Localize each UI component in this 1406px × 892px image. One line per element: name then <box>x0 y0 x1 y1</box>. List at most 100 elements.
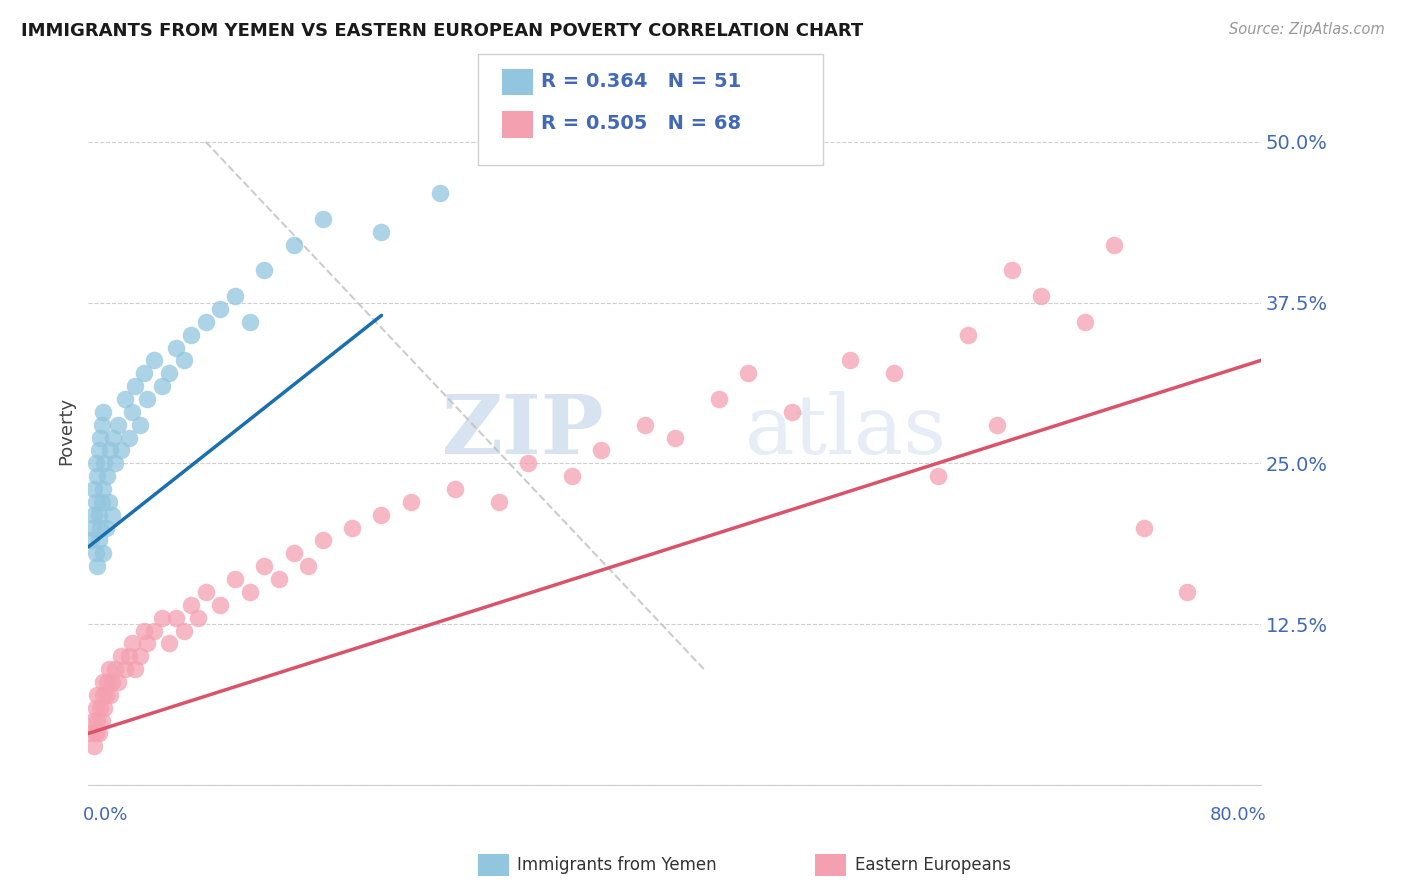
Point <box>1000 263 1022 277</box>
Point <box>165 341 187 355</box>
Point <box>104 456 127 470</box>
Point <box>297 559 319 574</box>
Point <box>180 598 202 612</box>
Point <box>173 624 195 638</box>
Point <box>103 431 125 445</box>
Text: Eastern Europeans: Eastern Europeans <box>855 856 1011 874</box>
Point <box>253 263 276 277</box>
Point <box>780 405 803 419</box>
Point <box>107 417 129 432</box>
Point <box>84 546 107 560</box>
Point <box>956 327 979 342</box>
Point <box>429 186 451 201</box>
Point <box>90 495 112 509</box>
Point <box>194 315 217 329</box>
Point <box>209 598 232 612</box>
Point <box>136 392 159 406</box>
Point <box>96 469 118 483</box>
Point <box>90 714 112 728</box>
Text: Source: ZipAtlas.com: Source: ZipAtlas.com <box>1229 22 1385 37</box>
Point <box>283 546 305 560</box>
Point <box>110 649 132 664</box>
Point <box>143 353 166 368</box>
Point <box>84 726 107 740</box>
Point <box>157 636 180 650</box>
Point <box>98 688 121 702</box>
Point <box>150 610 173 624</box>
Point <box>91 482 114 496</box>
Point <box>634 417 657 432</box>
Point <box>128 649 150 664</box>
Point <box>86 688 108 702</box>
Point <box>132 624 155 638</box>
Point <box>89 521 111 535</box>
Point <box>89 431 111 445</box>
Point <box>591 443 613 458</box>
Point <box>86 559 108 574</box>
Point <box>1132 521 1154 535</box>
Point <box>173 353 195 368</box>
Point <box>118 431 141 445</box>
Point <box>370 508 392 522</box>
Text: R = 0.505   N = 68: R = 0.505 N = 68 <box>541 114 741 134</box>
Point <box>82 714 104 728</box>
Point <box>283 237 305 252</box>
Point <box>84 495 107 509</box>
Point <box>150 379 173 393</box>
Point <box>101 675 124 690</box>
Text: 80.0%: 80.0% <box>1209 806 1267 824</box>
Point <box>165 610 187 624</box>
Point <box>96 675 118 690</box>
Point <box>90 417 112 432</box>
Point <box>194 585 217 599</box>
Point <box>84 700 107 714</box>
Point <box>86 714 108 728</box>
Point <box>91 405 114 419</box>
Point <box>707 392 730 406</box>
Point <box>253 559 276 574</box>
Point <box>87 508 110 522</box>
Point <box>89 700 111 714</box>
Point <box>187 610 209 624</box>
Point <box>83 739 105 754</box>
Text: atlas: atlas <box>745 392 948 471</box>
Point <box>114 662 136 676</box>
Point <box>87 443 110 458</box>
Text: Immigrants from Yemen: Immigrants from Yemen <box>517 856 717 874</box>
Point <box>986 417 1008 432</box>
Point <box>737 366 759 380</box>
Point <box>180 327 202 342</box>
Point <box>91 675 114 690</box>
Point <box>128 417 150 432</box>
Point <box>312 533 335 548</box>
Point <box>121 636 143 650</box>
Point <box>209 301 232 316</box>
Point <box>97 495 120 509</box>
Point <box>340 521 363 535</box>
Point <box>80 533 103 548</box>
Point <box>136 636 159 650</box>
Text: IMMIGRANTS FROM YEMEN VS EASTERN EUROPEAN POVERTY CORRELATION CHART: IMMIGRANTS FROM YEMEN VS EASTERN EUROPEA… <box>21 22 863 40</box>
Point <box>927 469 949 483</box>
Point <box>94 521 117 535</box>
Point <box>157 366 180 380</box>
Point <box>83 508 105 522</box>
Point <box>1102 237 1125 252</box>
Point <box>239 585 262 599</box>
Point <box>224 289 246 303</box>
Point <box>83 482 105 496</box>
Point <box>97 662 120 676</box>
Point <box>239 315 262 329</box>
Point <box>93 700 115 714</box>
Point <box>94 688 117 702</box>
Point <box>87 533 110 548</box>
Point <box>91 546 114 560</box>
Point <box>118 649 141 664</box>
Point <box>93 456 115 470</box>
Point <box>1177 585 1199 599</box>
Point <box>101 508 124 522</box>
Point <box>370 225 392 239</box>
Point <box>98 443 121 458</box>
Y-axis label: Poverty: Poverty <box>58 397 75 466</box>
Point <box>82 521 104 535</box>
